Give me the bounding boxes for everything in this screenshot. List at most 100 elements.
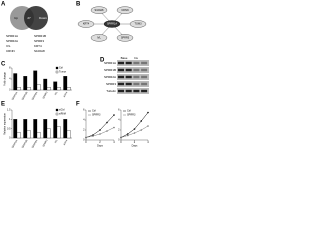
gene-name: SPRR3 [34,39,44,43]
venn-label: 27 [27,16,31,20]
y-tick-label: 1 [9,118,11,121]
bar [36,84,41,91]
blot-column: Base [121,56,128,60]
x-tick-label: SPRR2A [31,139,38,149]
blot-band [133,61,140,65]
point [99,133,101,135]
blot-row: SPRR2A [104,75,116,79]
blot-band [125,75,132,79]
blot-strip [117,88,149,94]
point [147,125,149,127]
blot-band [125,82,132,86]
bar [46,128,51,139]
point [133,128,136,130]
bar [43,78,48,91]
point [99,129,101,131]
x-tick-label: 4 [113,141,115,144]
x-tick-label: IVL [55,91,59,96]
y-tick-label: 4 [83,119,85,122]
bar [56,126,61,139]
network-node [116,34,134,42]
bar [56,87,61,91]
y-tick-label: 6 [83,109,85,112]
bar [36,132,41,139]
x-tick-label: SPRR3 [43,139,49,147]
network-node [77,20,95,28]
bar [23,76,28,91]
panel-label: F [76,102,80,108]
network-node [116,6,134,14]
bar [33,119,38,139]
node-label: CRNN [121,9,128,12]
bar [53,119,58,139]
blot-band [141,61,148,65]
y-tick-label: 2 [118,129,120,132]
bar [66,87,71,91]
y-tick-label: 1.5 [7,109,11,112]
blot-row: SPRR1A [104,61,116,65]
bar [63,76,68,91]
bar [43,119,48,139]
x-tick-label: SPRR1B [22,91,29,100]
node-label: TGM3 [135,23,143,26]
legend-label: siRNA [59,113,66,116]
network-node [129,20,147,28]
point [106,130,108,132]
network-node [90,34,108,42]
network-node [90,6,108,14]
x-tick-label: 2 [134,141,136,144]
gene-name: CRNN [6,49,15,53]
bar [13,73,18,91]
point [120,136,122,139]
blot-band [118,61,124,65]
gene-name: SPRR2A [6,39,18,43]
blot-band [141,68,148,72]
legend-swatch [55,70,59,74]
blot-band [133,89,140,93]
blot-band [141,75,148,79]
gene-name: S100A8 [34,49,45,53]
x-tick-label: SPRR1A [11,91,18,101]
legend-label: Tumor [59,71,66,74]
blot-strip [117,67,149,73]
y-tick-label: 4 [9,78,11,81]
legend-label: SPRR3 [127,114,136,117]
blot-band [118,75,124,79]
blot-band [133,68,140,72]
node-label: S100A8 [95,9,105,12]
bar [33,70,38,91]
gene-name: KRT4 [34,44,42,48]
y-tick-label: 2 [83,129,85,132]
gene-name: SPRR1B [34,34,46,38]
node-label: KRT4 [83,23,90,26]
point [126,133,129,135]
blot-column: Inv [134,56,139,60]
bar [16,87,21,91]
y-tick-label: 8 [9,67,11,70]
x-tick-label: SPRR2A [31,91,38,101]
x-axis-label: Days [97,145,103,148]
point [113,126,115,129]
bar [53,81,58,91]
point [133,132,136,134]
legend-label: SPRR3 [92,114,101,117]
panel-label: E [1,102,5,108]
blot-band [125,61,132,65]
blot-band [118,68,124,72]
node-label: SPRR1A [107,23,117,26]
legend-swatch [55,112,59,116]
x-axis-label: Days [132,145,138,148]
y-tick-label: 6 [118,109,120,112]
venn-label: Down [39,16,47,20]
node-label: IVL [97,37,101,40]
gene-name: IVL [6,44,11,48]
network-node [103,20,121,28]
blot-band [141,89,148,93]
x-tick-label: 4 [147,141,149,144]
x-tick-label: SPRR1B [22,139,29,148]
y-axis-label: Fold change [4,72,7,86]
bar [26,130,31,139]
panel-label: A [1,2,6,8]
point [140,129,143,131]
node-label: SPRR3 [121,37,130,40]
